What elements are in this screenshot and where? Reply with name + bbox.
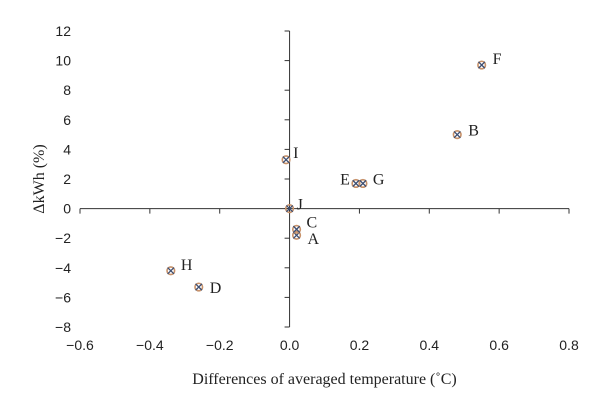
point-circle-marker [358, 178, 368, 189]
x-tick-label: 0.2 [350, 337, 370, 353]
y-tick-label: 12 [55, 23, 71, 39]
y-tick-label: 2 [63, 171, 71, 187]
data-point-d [194, 282, 204, 292]
point-circle-marker [452, 130, 462, 140]
data-point-h [166, 266, 176, 276]
data-point-i [281, 155, 291, 165]
y-tick-label: −8 [55, 319, 71, 335]
point-cross-marker [195, 283, 203, 291]
y-tick-label: −4 [55, 260, 71, 276]
point-label-d: D [210, 280, 222, 297]
point-circle-marker [281, 155, 291, 165]
x-axis-title: Differences of averaged temperature (˚C) [192, 371, 456, 388]
point-cross-marker [359, 179, 367, 188]
x-tick-label: 0.4 [420, 337, 440, 353]
point-cross-marker [478, 61, 486, 69]
point-cross-marker [292, 225, 301, 233]
y-tick-label: 6 [63, 112, 71, 128]
y-tick-label: 0 [63, 201, 71, 217]
point-label-h: H [181, 257, 193, 274]
data-point-f [477, 60, 487, 70]
point-label-f: F [493, 51, 502, 68]
y-tick-label: 10 [55, 53, 71, 69]
data-point-b [452, 130, 462, 140]
y-tick-label: −2 [55, 230, 71, 246]
point-cross-marker [352, 179, 360, 188]
point-circle-marker [291, 224, 302, 234]
y-tick-label: 8 [63, 82, 71, 98]
data-point-j [284, 204, 295, 214]
y-tick-label: 4 [63, 141, 71, 157]
point-circle-marker [291, 230, 302, 240]
point-label-b: B [468, 123, 479, 140]
data-points: A B C D E F G H I J [166, 51, 502, 297]
point-label-j: J [297, 197, 303, 214]
point-label-a: A [308, 231, 320, 248]
x-tick-label: 0.0 [280, 337, 300, 353]
data-point-c [291, 224, 302, 234]
point-label-e: E [340, 171, 350, 188]
y-ticks: −8 −6 −4 −2 0 2 4 6 8 10 12 [55, 23, 290, 335]
y-axis-title: ΔkWh (%) [31, 144, 48, 213]
x-tick-label: 0.8 [559, 337, 579, 353]
point-circle-marker [194, 282, 204, 292]
point-cross-marker [453, 130, 461, 139]
point-circle-marker [284, 204, 295, 214]
point-label-c: C [307, 214, 318, 231]
x-tick-label: −0.2 [206, 337, 234, 353]
data-point-g [358, 178, 368, 189]
point-circle-marker [166, 266, 176, 276]
point-cross-marker [285, 204, 294, 213]
point-label-i: I [293, 145, 298, 162]
x-tick-label: −0.4 [136, 337, 164, 353]
point-label-g: G [373, 171, 385, 188]
x-tick-label: −0.6 [66, 337, 94, 353]
y-tick-label: −6 [55, 289, 71, 305]
point-circle-marker [477, 60, 487, 70]
point-cross-marker [282, 156, 290, 164]
point-cross-marker [167, 267, 175, 275]
x-tick-label: 0.6 [489, 337, 509, 353]
x-ticks: −0.6 −0.4 −0.2 0.0 0.2 0.4 0.6 0.8 [66, 208, 579, 353]
